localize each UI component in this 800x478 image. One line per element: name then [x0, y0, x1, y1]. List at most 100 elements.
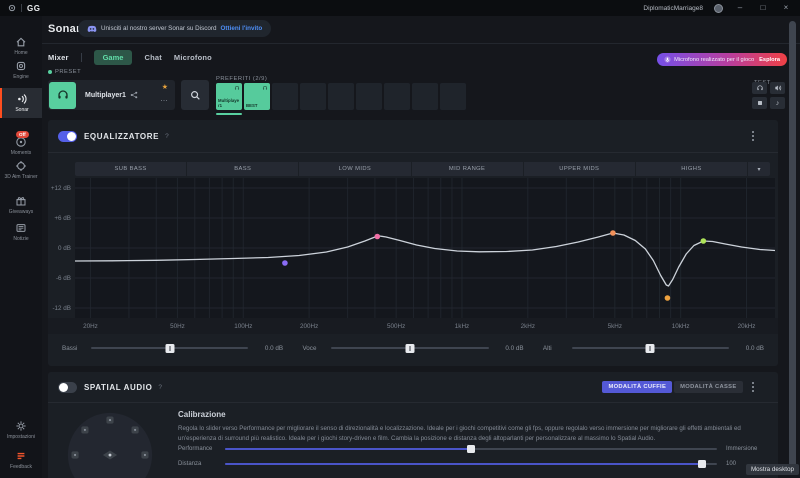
favorite-slot-empty[interactable] — [328, 83, 354, 110]
discord-icon — [87, 25, 97, 32]
preset-more-icon[interactable]: … — [160, 94, 169, 103]
favorite-tile-best[interactable]: BEST — [244, 83, 270, 110]
favorite-slot-empty[interactable] — [440, 83, 466, 110]
equalizer-menu-icon[interactable] — [751, 130, 754, 142]
discord-banner[interactable]: Unisciti al nostro server Sonar su Disco… — [78, 20, 272, 37]
sidebar-item-feedback[interactable]: Feedback — [0, 450, 42, 470]
preset-name: Multiplayer1 — [85, 91, 126, 99]
equalizer-toggle[interactable] — [58, 130, 77, 142]
band-dropdown-icon[interactable]: ▾ — [757, 166, 761, 173]
favorite-slot-empty[interactable] — [272, 83, 298, 110]
band-point-1[interactable] — [282, 260, 288, 266]
close-button[interactable]: × — [783, 3, 789, 12]
band-point-5[interactable] — [700, 238, 707, 244]
favorite-star-icon[interactable]: ★ — [161, 84, 168, 91]
test-voice-button[interactable] — [770, 82, 785, 94]
news-icon — [16, 224, 26, 232]
test-stop-button[interactable] — [752, 97, 767, 109]
band-point-3[interactable] — [610, 230, 616, 236]
mode-speakers-button[interactable]: MODALITÀ CASSE — [674, 381, 743, 393]
discord-invite-link[interactable]: Ottieni l'invito — [220, 25, 263, 32]
tab-mixer[interactable]: Mixer — [48, 53, 69, 62]
performance-slider-handle[interactable] — [467, 445, 475, 453]
band-bass[interactable]: BASS — [187, 162, 300, 176]
voce-slider-handle[interactable] — [405, 343, 415, 353]
y-axis-tick: -12 dB — [52, 305, 71, 312]
sidebar-item-engine[interactable]: Engine — [0, 60, 42, 80]
titlebar: GG DiplomaticMarriage8 – □ × — [0, 0, 800, 16]
spatial-audio-help-icon[interactable]: ? — [158, 383, 163, 391]
band-low-mids[interactable]: LOW MIDS — [299, 162, 412, 176]
favorite-slot-empty[interactable] — [384, 83, 410, 110]
mic-promo-text: Microfono realizzato per il gioco — [674, 56, 755, 63]
mic-promo-cta[interactable]: Esplora — [759, 56, 780, 63]
bassi-slider-track[interactable] — [91, 343, 249, 353]
favorite-tile-multiplayer1[interactable]: Multiplayer1 — [216, 83, 242, 110]
band-sub-bass[interactable]: SUB BASS — [75, 162, 188, 176]
show-desktop-button[interactable]: Mostra desktop — [745, 464, 799, 475]
x-axis-tick: 200Hz — [300, 323, 318, 330]
home-icon — [16, 37, 26, 47]
spatial-mode-buttons: MODALITÀ CUFFIE MODALITÀ CASSE — [602, 381, 743, 393]
band-point-4[interactable] — [664, 295, 671, 301]
x-axis-tick: 50Hz — [170, 323, 185, 330]
alti-slider-track[interactable] — [571, 343, 729, 353]
band-point-2[interactable] — [374, 233, 381, 240]
y-axis-tick: +6 dB — [54, 215, 71, 222]
maximize-button[interactable]: □ — [760, 3, 766, 12]
steelseries-logo-icon[interactable] — [8, 4, 16, 12]
calibration-title: Calibrazione — [178, 410, 226, 419]
spatial-audio-menu-icon[interactable] — [751, 381, 754, 393]
headset-mini-icon — [262, 86, 268, 90]
avatar[interactable] — [714, 3, 723, 13]
y-axis-tick: +12 dB — [51, 185, 71, 192]
test-music-button[interactable]: ♪ — [770, 97, 785, 109]
performance-slider-track[interactable] — [225, 445, 717, 453]
favorite-slot-empty[interactable] — [300, 83, 326, 110]
share-icon[interactable] — [130, 91, 138, 99]
distanza-slider-handle[interactable] — [698, 460, 707, 468]
sidebar-item-notizie[interactable]: Notizie — [0, 222, 42, 242]
tab-chat[interactable]: Chat — [144, 53, 162, 62]
alti-slider-handle[interactable] — [645, 343, 655, 353]
voce-slider-track[interactable] — [331, 343, 489, 353]
preset-selector[interactable]: Multiplayer1 ★ … — [48, 80, 175, 110]
favorite-slot-empty[interactable] — [356, 83, 382, 110]
test-headset-button[interactable] — [752, 82, 767, 94]
band-upper-mids[interactable]: UPPER MIDS — [524, 162, 636, 176]
sidebar-item-3d-aim-trainer[interactable]: 3D Aim Trainer — [0, 160, 42, 180]
tab-game[interactable]: Game — [93, 50, 133, 65]
preset-search-button[interactable] — [181, 80, 209, 110]
scrollbar-thumb[interactable] — [789, 21, 796, 472]
sidebar-item-giveaways[interactable]: Giveaways — [0, 195, 42, 215]
band-highs[interactable]: HIGHS — [636, 162, 749, 176]
equalizer-help-icon[interactable]: ? — [165, 132, 169, 140]
sidebar-item-sonar[interactable]: Sonar — [0, 88, 42, 118]
spatial-audio-toggle[interactable] — [58, 381, 77, 393]
engine-icon — [16, 61, 26, 71]
y-axis-tick: -6 dB — [56, 275, 71, 282]
sidebar-item-home[interactable]: Home — [0, 36, 42, 56]
sidebar-item-impostazioni[interactable]: Impostazioni — [0, 420, 42, 440]
eq-quick-sliders: Bassi 0.0 dB Voce 0.0 dB Alti 0.0 dB — [62, 339, 764, 357]
bassi-slider-handle[interactable] — [165, 343, 175, 353]
username[interactable]: DiplomaticMarriage8 — [643, 4, 703, 12]
sidebar-item-moments[interactable]: Moments — [0, 136, 42, 156]
favorite-slot-empty[interactable] — [412, 83, 438, 110]
performance-slider-row: Performance Immersione — [178, 445, 758, 453]
feedback-icon — [17, 452, 25, 460]
mode-headphones-button[interactable]: MODALITÀ CUFFIE — [602, 381, 673, 393]
music-note-icon: ♪ — [775, 99, 780, 107]
x-axis-tick: 500Hz — [387, 323, 405, 330]
band-mid-range[interactable]: MID RANGE — [412, 162, 524, 176]
tabs: Mixer Game Chat Microfono — [48, 50, 212, 65]
minimize-button[interactable]: – — [737, 3, 743, 12]
equalizer-header: EQUALIZZATORE ? — [48, 120, 778, 153]
mic-promo-banner[interactable]: Microfono realizzato per il gioco Esplor… — [657, 53, 787, 66]
stop-icon — [757, 101, 762, 105]
headset-icon — [756, 85, 763, 91]
eq-curve-graph[interactable]: +12 dB +6 dB 0 dB -6 dB -12 dB 20Hz 50Hz 100Hz 2… — [48, 178, 778, 334]
tab-microfono[interactable]: Microfono — [173, 53, 212, 62]
speaker-layout-diagram[interactable] — [62, 412, 158, 478]
distanza-slider-track[interactable] — [225, 460, 717, 468]
